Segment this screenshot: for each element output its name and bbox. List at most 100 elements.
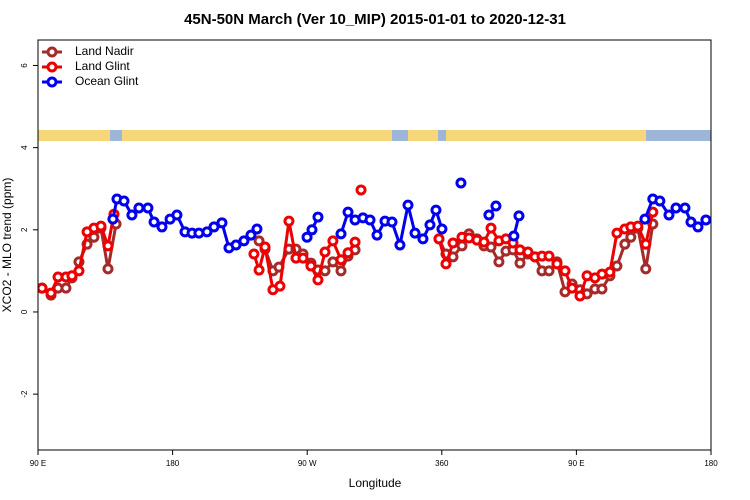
data-point (417, 233, 429, 245)
data-point (107, 213, 119, 225)
chart-title: 45N-50N March (Ver 10_MIP) 2015-01-01 to… (184, 11, 566, 28)
data-point (522, 246, 534, 258)
x-tick-label: 90 E (568, 459, 584, 468)
data-point (663, 209, 675, 221)
data-point (692, 221, 704, 233)
data-point (386, 216, 398, 228)
data-point (430, 204, 442, 216)
data-point (156, 221, 168, 233)
x-tick-label: 180 (166, 459, 180, 468)
data-point (559, 265, 571, 277)
data-point (312, 274, 324, 286)
data-point (118, 195, 130, 207)
data-point (342, 247, 354, 259)
data-point (342, 206, 354, 218)
data-point (371, 229, 383, 241)
data-point (102, 263, 114, 275)
data-point (514, 257, 526, 269)
data-point (133, 202, 145, 214)
data-point (447, 237, 459, 249)
data-point (335, 228, 347, 240)
data-point (95, 220, 107, 232)
data-point (73, 265, 85, 277)
data-point (60, 282, 72, 294)
data-point (611, 227, 623, 239)
data-point (508, 230, 520, 242)
data-point (513, 210, 525, 222)
data-point (409, 227, 421, 239)
data-point (611, 260, 623, 272)
data-point (483, 209, 495, 221)
x-tick-label: 180 (704, 459, 718, 468)
data-point (640, 263, 652, 275)
data-point (248, 248, 260, 260)
data-point (253, 235, 265, 247)
data-point (364, 214, 376, 226)
data-point (171, 209, 183, 221)
map-strip (38, 130, 711, 141)
data-point (493, 256, 505, 268)
data-point (253, 264, 265, 276)
data-point (543, 250, 555, 262)
y-tick-label: 0 (20, 309, 29, 314)
data-point (283, 215, 295, 227)
data-point (142, 202, 154, 214)
data-point (604, 266, 616, 278)
plot-area (38, 177, 711, 302)
data-point (349, 236, 361, 248)
data-point (238, 235, 250, 247)
data-point (297, 252, 309, 264)
data-point (230, 239, 242, 251)
data-point (625, 231, 637, 243)
data-point (619, 238, 631, 250)
data-point (455, 177, 467, 189)
data-point (478, 236, 490, 248)
y-tick-label: 2 (20, 227, 29, 232)
data-point (485, 222, 497, 234)
data-point (102, 240, 114, 252)
data-point (319, 246, 331, 258)
legend-label: Land Glint (75, 59, 130, 73)
data-point (402, 199, 414, 211)
data-point (440, 258, 452, 270)
data-point (574, 290, 586, 302)
data-point (327, 235, 339, 247)
legend-marker (46, 76, 58, 88)
data-point (126, 209, 138, 221)
data-point (66, 270, 78, 282)
data-point (312, 211, 324, 223)
data-point (424, 219, 436, 231)
data-point (208, 221, 220, 233)
data-point (274, 280, 286, 292)
data-point (216, 217, 228, 229)
data-point (640, 238, 652, 250)
legend-marker (46, 46, 58, 58)
data-point (670, 202, 682, 214)
data-point (596, 283, 608, 295)
y-tick-label: -2 (20, 390, 29, 398)
legend-label: Land Nadir (75, 44, 134, 58)
data-point (543, 265, 555, 277)
data-point (355, 184, 367, 196)
data-point (306, 224, 318, 236)
x-tick-label: 360 (435, 459, 449, 468)
data-point (201, 226, 213, 238)
data-point (632, 220, 644, 232)
data-point (685, 216, 697, 228)
y-tick-label: 6 (20, 63, 29, 68)
x-tick-label: 90 W (298, 459, 317, 468)
data-point (433, 233, 445, 245)
x-axis-label: Longitude (349, 476, 402, 490)
x-tick-label: 90 E (30, 459, 46, 468)
data-point (700, 214, 711, 226)
data-point (38, 282, 48, 294)
data-point (301, 231, 313, 243)
data-point (551, 258, 563, 270)
data-point (639, 213, 651, 225)
data-point (45, 287, 57, 299)
data-point (566, 282, 578, 294)
data-point (148, 216, 160, 228)
data-point (654, 195, 666, 207)
